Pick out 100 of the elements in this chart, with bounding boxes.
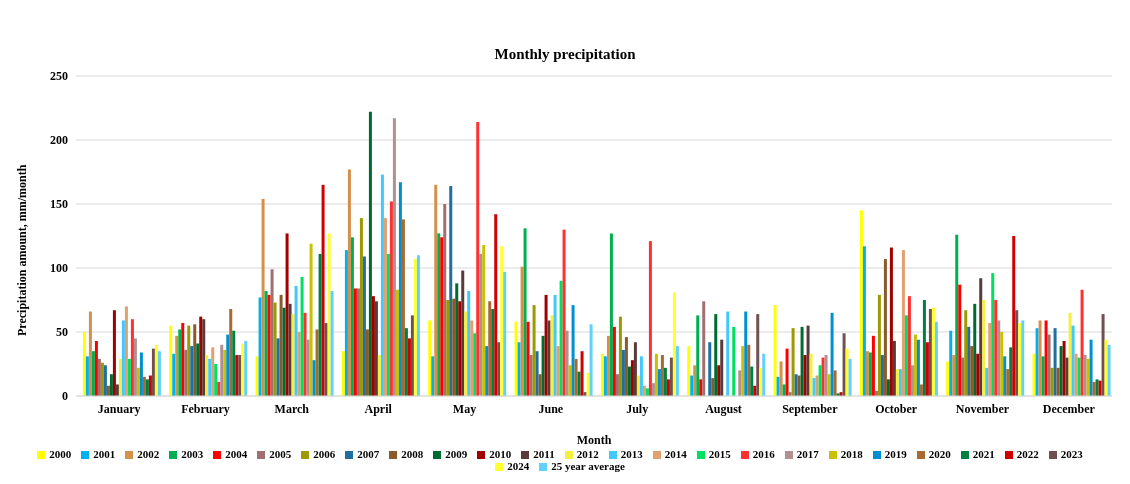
bar	[630, 360, 634, 396]
bar	[991, 273, 995, 396]
bar	[859, 210, 863, 396]
bar	[571, 305, 575, 396]
y-tick-label: 50	[56, 325, 68, 340]
bar	[1009, 347, 1013, 396]
bar	[880, 355, 884, 396]
bar	[273, 302, 277, 396]
bar	[711, 378, 715, 396]
bar	[744, 311, 748, 396]
bar	[485, 346, 489, 396]
bar	[1038, 320, 1042, 396]
bar	[577, 371, 581, 396]
bar	[91, 351, 95, 396]
bar	[1035, 328, 1039, 396]
bar	[401, 219, 405, 396]
bar	[172, 353, 176, 396]
bar	[380, 174, 384, 396]
bar	[633, 342, 637, 396]
bar	[1080, 289, 1084, 396]
legend-label: 2018	[840, 448, 863, 460]
bar	[82, 332, 86, 396]
legend-label: 2015	[708, 448, 731, 460]
legend-label: 2003	[181, 448, 204, 460]
x-tick-label: February	[181, 401, 230, 416]
bar	[922, 300, 926, 396]
bar	[157, 351, 161, 396]
bar	[750, 366, 754, 396]
x-axis-title: Month	[576, 433, 612, 447]
bar	[232, 330, 236, 396]
bar	[482, 244, 486, 396]
bar	[654, 353, 658, 396]
bar	[229, 308, 233, 396]
bar	[562, 229, 566, 396]
bar	[580, 351, 584, 396]
bar	[1015, 310, 1019, 396]
bar	[94, 340, 98, 396]
bar	[350, 237, 354, 396]
bar	[848, 358, 852, 396]
bar	[386, 253, 390, 396]
bar	[344, 250, 348, 396]
bar	[979, 278, 983, 396]
bar	[395, 289, 399, 396]
bar	[919, 384, 923, 396]
bar	[568, 365, 572, 396]
bar	[702, 301, 706, 396]
bar	[226, 334, 230, 396]
bar	[690, 375, 694, 396]
bar	[440, 237, 444, 396]
bar	[497, 342, 501, 396]
bar	[449, 186, 453, 396]
bar	[732, 326, 736, 396]
bar	[410, 315, 414, 396]
bar	[347, 169, 351, 396]
bar	[461, 270, 465, 396]
bar	[1044, 320, 1048, 396]
bar	[964, 310, 968, 396]
bar	[747, 344, 751, 396]
bar	[773, 305, 777, 396]
bar	[913, 334, 917, 396]
legend-label: 2001	[93, 448, 116, 460]
bar	[806, 325, 810, 396]
y-tick-label: 150	[50, 197, 68, 212]
bar	[85, 356, 89, 396]
bar	[368, 111, 372, 396]
bar	[553, 294, 557, 396]
bar	[949, 330, 953, 396]
bar	[523, 228, 527, 396]
bar	[779, 361, 783, 396]
x-tick-label: September	[782, 401, 839, 416]
legend-label: 2024	[507, 460, 530, 472]
bar	[970, 346, 974, 396]
bar	[151, 348, 155, 396]
bar	[127, 358, 131, 396]
bar	[365, 329, 369, 396]
legend-label: 2021	[972, 448, 995, 460]
bar	[312, 360, 316, 396]
legend-label: 2007	[357, 448, 380, 460]
bar	[1104, 339, 1108, 396]
bar	[827, 374, 831, 396]
bar	[324, 323, 328, 396]
bar	[261, 198, 265, 396]
bar	[109, 374, 113, 396]
legend-label: 2008	[401, 448, 424, 460]
bar	[871, 335, 875, 396]
bar	[223, 349, 227, 396]
bar	[184, 349, 188, 396]
bar	[1053, 328, 1057, 396]
bar	[175, 335, 179, 396]
bar	[464, 311, 468, 396]
bar	[660, 355, 664, 396]
legend-label: 2022	[1016, 448, 1039, 460]
bar	[359, 218, 363, 396]
bar	[845, 348, 849, 396]
bar	[1074, 353, 1078, 396]
bar	[416, 255, 420, 396]
bar	[327, 233, 331, 396]
bar	[785, 348, 789, 396]
bar	[886, 379, 890, 396]
bar	[1041, 356, 1045, 396]
